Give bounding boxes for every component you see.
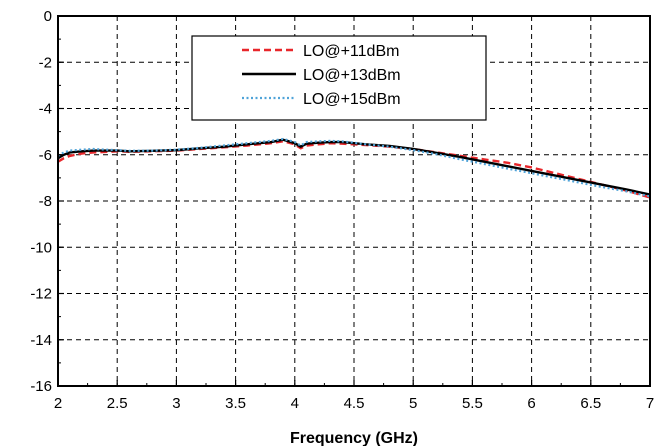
legend-box xyxy=(191,35,487,121)
x-tick-label: 4.5 xyxy=(344,395,365,412)
x-tick-label: 5 xyxy=(409,395,417,412)
legend-label: LO@+11dBm xyxy=(303,43,399,60)
grid xyxy=(58,16,650,386)
y-tick-labels: 0 -2 -4 -6 -8 -10 -12 -14 -16 xyxy=(30,8,52,395)
x-tick-label: 6.5 xyxy=(580,395,601,412)
series-group xyxy=(57,137,651,199)
x-tick-label: 7 xyxy=(646,395,654,412)
y-tick-label: -10 xyxy=(30,239,52,256)
y-tick-label: 0 xyxy=(44,8,52,25)
y-tick-label: -4 xyxy=(39,101,52,118)
x-tick-label: 2 xyxy=(54,395,62,412)
y-tick-label: -8 xyxy=(39,193,52,210)
x-tick-label: 2.5 xyxy=(107,395,128,412)
x-axis-label: Frequency (GHz) xyxy=(290,430,418,446)
y-tick-label: -14 xyxy=(30,332,52,349)
x-tick-label: 6 xyxy=(527,395,535,412)
axis-ticks xyxy=(57,15,651,387)
legend-label: LO@+15dBm xyxy=(303,91,401,108)
y-tick-label: -12 xyxy=(30,286,52,303)
x-tick-label: 5.5 xyxy=(462,395,483,412)
y-tick-label: -6 xyxy=(39,147,52,164)
x-tick-labels: 2 2.5 3 3.5 4 4.5 5 5.5 6 6.5 7 xyxy=(54,395,654,412)
series-line-3 xyxy=(57,137,651,198)
legend: LO@+11dBm LO@+13dBm LO@+15dBm xyxy=(191,35,487,121)
y-tick-label: -16 xyxy=(30,378,52,395)
legend-label: LO@+13dBm xyxy=(303,67,401,84)
x-tick-label: 4 xyxy=(291,395,299,412)
y-tick-label: -2 xyxy=(39,54,52,71)
x-tick-label: 3.5 xyxy=(225,395,246,412)
x-tick-label: 3 xyxy=(172,395,180,412)
